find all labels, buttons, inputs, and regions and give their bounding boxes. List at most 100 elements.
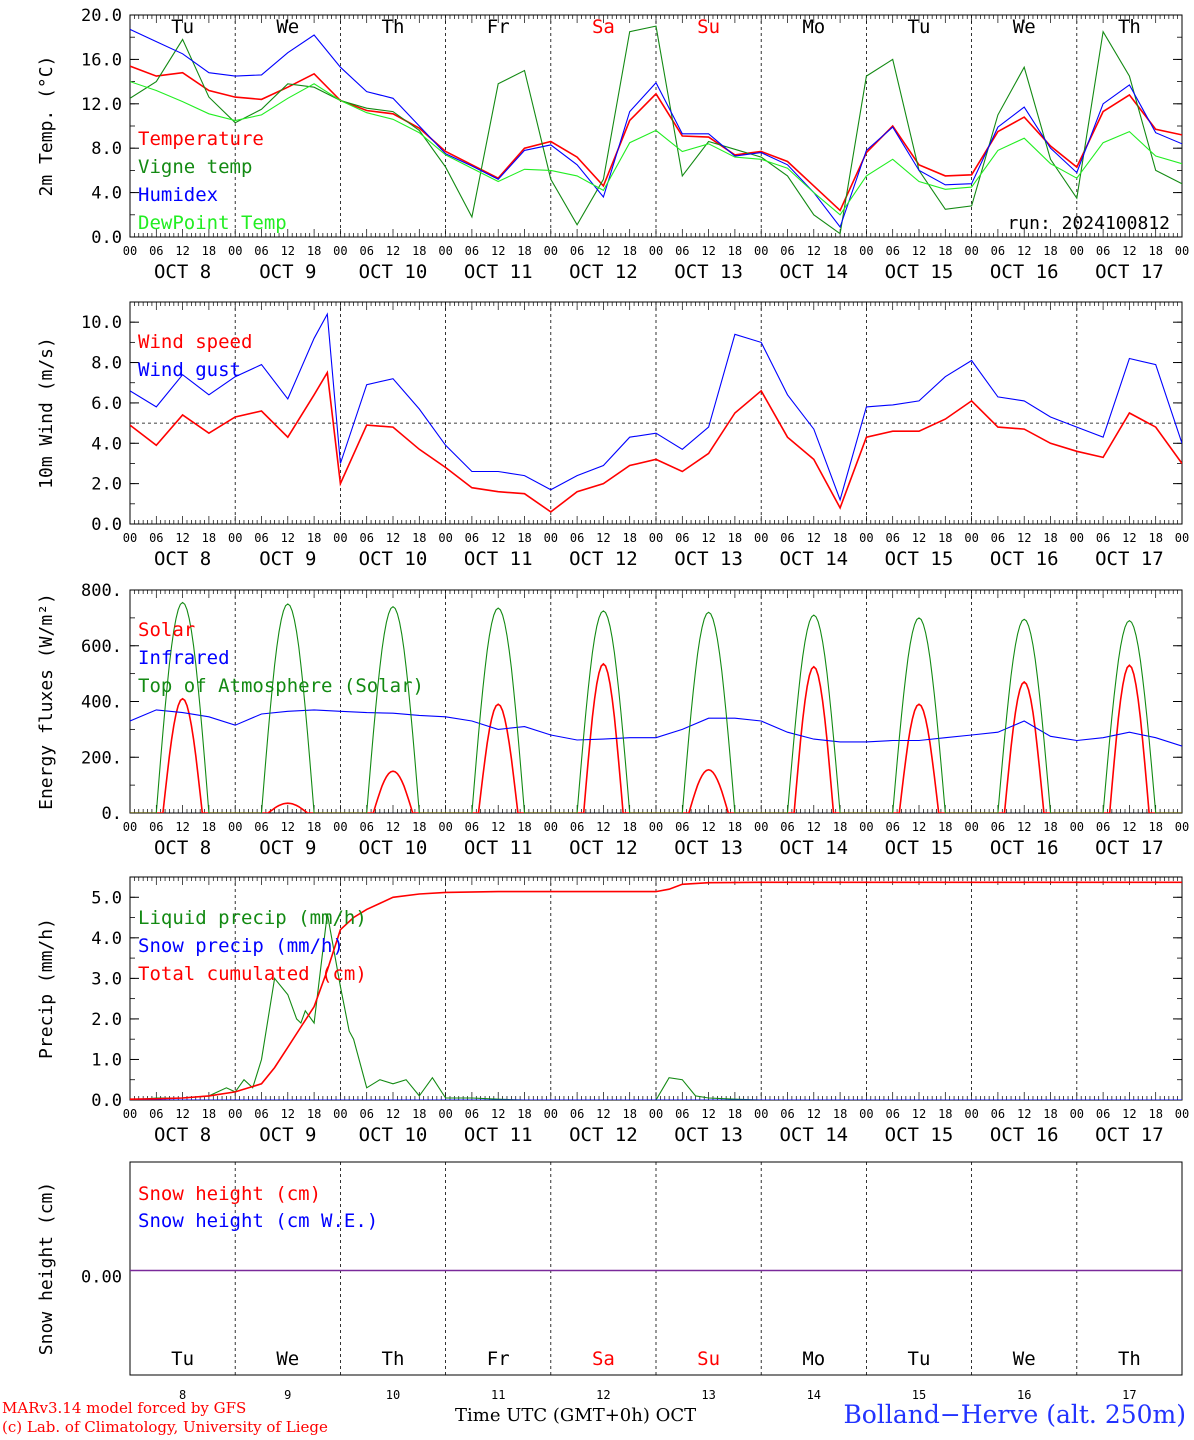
- panel-1: 00 06 12 18 00 06 12 18 00 06 12 18 00 06 12 18 00 06 12 18…: [36, 6, 1189, 283]
- date-label: OCT 10: [359, 261, 428, 283]
- hour-tick-label: 12: [1122, 244, 1136, 258]
- hour-tick-label: 06: [465, 820, 479, 834]
- hour-tick-label: 00: [333, 1107, 347, 1121]
- hour-tick-label: 06: [570, 820, 584, 834]
- weekday-label: Fr: [487, 16, 510, 38]
- legend-entry: DewPoint Temp: [138, 212, 287, 234]
- hour-tick-label: 00: [123, 820, 137, 834]
- hour-tick-label: 00: [333, 244, 347, 258]
- hour-tick-label: 18: [938, 244, 952, 258]
- hour-tick-label: 00: [649, 1107, 663, 1121]
- hour-tick-label: 18: [1148, 244, 1162, 258]
- date-label: OCT 9: [259, 548, 316, 570]
- date-label: OCT 11: [464, 261, 533, 283]
- date-label: OCT 12: [569, 837, 638, 859]
- hour-tick-label: 18: [728, 244, 742, 258]
- date-label: OCT 11: [464, 837, 533, 859]
- hour-tick-label: 12: [386, 820, 400, 834]
- date-label: OCT 8: [154, 1124, 211, 1146]
- hour-tick-label: 06: [780, 531, 794, 545]
- hour-tick-label: 12: [912, 244, 926, 258]
- legend-entry: Humidex: [138, 184, 218, 206]
- hour-tick-label: 06: [359, 531, 373, 545]
- hour-tick-label: 12: [1017, 1107, 1031, 1121]
- hour-tick-label: 06: [1096, 531, 1110, 545]
- weekday-label: Mo: [802, 1348, 825, 1370]
- date-label: OCT 15: [885, 837, 954, 859]
- y-axis-label: 10m Wind (m/s): [36, 337, 57, 489]
- day-number: 9: [284, 1388, 291, 1402]
- hour-tick-label: 06: [570, 531, 584, 545]
- y-tick-label: 8.0: [91, 139, 122, 159]
- day-number: 12: [596, 1388, 610, 1402]
- hour-tick-label: 18: [202, 1107, 216, 1121]
- hour-tick-label: 00: [123, 1107, 137, 1121]
- y-tick-label: 600.: [81, 637, 122, 657]
- run-annotation: run: 2024100812: [1007, 213, 1170, 234]
- hour-tick-label: 18: [1148, 1107, 1162, 1121]
- hour-tick-label: 00: [754, 1107, 768, 1121]
- hour-tick-label: 06: [1096, 1107, 1110, 1121]
- hour-tick-label: 00: [228, 244, 242, 258]
- hour-tick-label: 06: [465, 531, 479, 545]
- day-number: 10: [386, 1388, 400, 1402]
- hour-tick-label: 12: [491, 531, 505, 545]
- hour-tick-label: 00: [859, 820, 873, 834]
- date-label: OCT 10: [359, 548, 428, 570]
- date-label: OCT 16: [990, 837, 1059, 859]
- hour-tick-label: 12: [596, 820, 610, 834]
- hour-tick-label: 18: [517, 244, 531, 258]
- hour-tick-label: 18: [1148, 531, 1162, 545]
- y-tick-label: 4.0: [91, 184, 122, 204]
- hour-tick-label: 06: [254, 531, 268, 545]
- date-label: OCT 14: [779, 837, 848, 859]
- hour-tick-label: 12: [701, 244, 715, 258]
- y-axis-label: Snow height (cm): [36, 1182, 57, 1355]
- hour-tick-label: 18: [517, 531, 531, 545]
- series-line: [130, 28, 1182, 229]
- hour-tick-label: 12: [175, 820, 189, 834]
- y-axis-label: Energy fluxes (W/m²): [36, 593, 57, 810]
- y-tick-label: 400.: [81, 693, 122, 713]
- hour-tick-label: 00: [123, 531, 137, 545]
- hour-tick-label: 06: [359, 1107, 373, 1121]
- weekday-label: Fr: [487, 1348, 510, 1370]
- weekday-label: Tu: [908, 1348, 931, 1370]
- hour-tick-label: 06: [675, 244, 689, 258]
- hour-tick-label: 00: [1175, 244, 1189, 258]
- hour-tick-label: 06: [885, 1107, 899, 1121]
- hour-tick-label: 12: [386, 531, 400, 545]
- day-number: 13: [701, 1388, 715, 1402]
- y-tick-label: 12.0: [81, 95, 122, 115]
- weekday-label: Sa: [592, 16, 615, 38]
- date-label: OCT 8: [154, 261, 211, 283]
- date-label: OCT 17: [1095, 548, 1164, 570]
- time-axis-title: Time UTC (GMT+0h) OCT: [455, 1405, 697, 1426]
- hour-tick-label: 06: [254, 820, 268, 834]
- series-line: [130, 913, 1182, 1100]
- hour-tick-label: 12: [1017, 531, 1031, 545]
- y-tick-label: 2.0: [91, 475, 122, 495]
- hour-tick-label: 12: [175, 1107, 189, 1121]
- hour-tick-label: 00: [649, 531, 663, 545]
- hour-tick-label: 00: [964, 820, 978, 834]
- date-label: OCT 10: [359, 837, 428, 859]
- hour-tick-label: 00: [544, 820, 558, 834]
- weekday-label: Sa: [592, 1348, 615, 1370]
- y-axis-label: 2m Temp. (°C): [36, 56, 57, 197]
- hour-tick-label: 00: [1070, 820, 1084, 834]
- series-line: [130, 65, 1182, 212]
- hour-tick-label: 06: [465, 1107, 479, 1121]
- hour-tick-label: 12: [701, 1107, 715, 1121]
- series-line: [130, 601, 1182, 813]
- hour-tick-label: 00: [859, 1107, 873, 1121]
- hour-tick-label: 06: [991, 820, 1005, 834]
- hour-tick-label: 00: [438, 1107, 452, 1121]
- weekday-label: Th: [382, 1348, 405, 1370]
- hour-tick-label: 18: [833, 531, 847, 545]
- legend-entry: Vigne temp: [138, 156, 252, 178]
- hour-tick-label: 18: [938, 820, 952, 834]
- hour-tick-label: 12: [596, 244, 610, 258]
- hour-tick-label: 18: [517, 820, 531, 834]
- legend-entry: Snow height (cm): [138, 1183, 321, 1205]
